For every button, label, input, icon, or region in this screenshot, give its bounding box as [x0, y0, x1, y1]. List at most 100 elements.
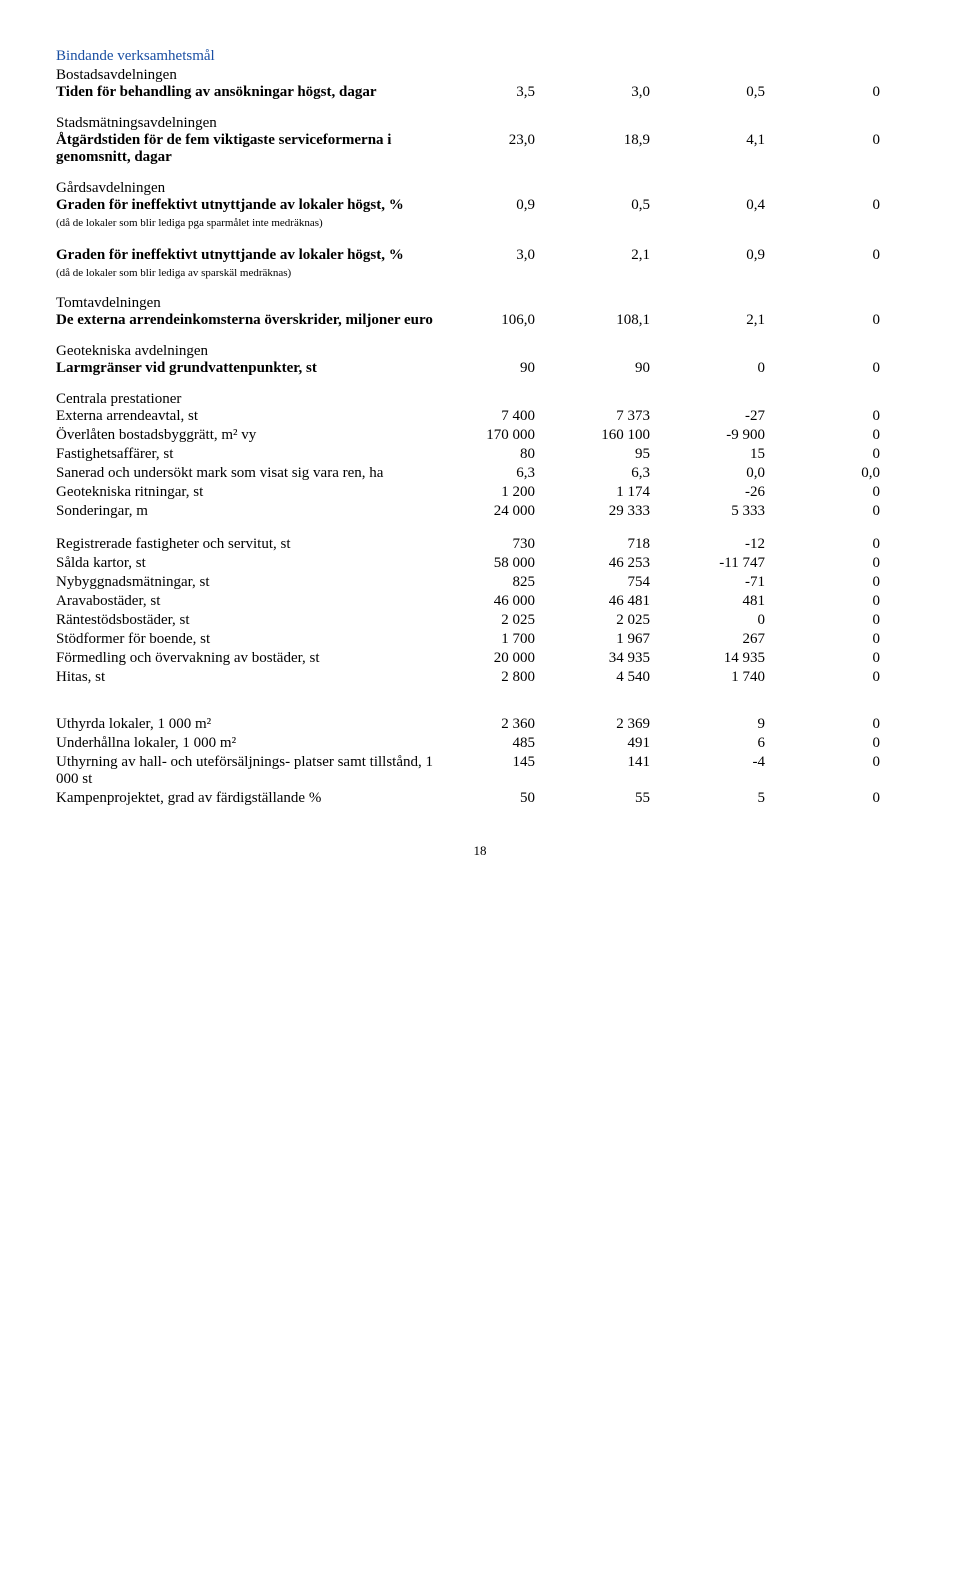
content-area: BostadsavdelningenTiden för behandling a…	[56, 67, 904, 807]
cell: 0,5	[674, 84, 789, 101]
row-values: 20 00034 93514 9350	[444, 650, 904, 667]
row-values: 2 0252 02500	[444, 612, 904, 629]
row-label: Registrerade fastigheter och servitut, s…	[56, 536, 444, 553]
section: StadsmätningsavdelningenÅtgärdstiden för…	[56, 115, 904, 166]
row-label: De externa arrendeinkomsterna överskride…	[56, 312, 444, 329]
row-values: 145141-40	[444, 754, 904, 771]
row-label: Larmgränser vid grundvattenpunkter, st	[56, 360, 444, 377]
cell: 754	[559, 574, 674, 591]
table-row: Förmedling och övervakning av bostäder, …	[56, 650, 904, 667]
cell: 0	[789, 197, 904, 214]
row-values: 825754-710	[444, 574, 904, 591]
cell: 0	[789, 360, 904, 377]
cell: 2,1	[559, 247, 674, 264]
row-label: Tiden för behandling av ansökningar högs…	[56, 84, 444, 101]
cell: 2 360	[444, 716, 559, 733]
section-heading: Gårdsavdelningen	[56, 180, 904, 197]
table-row: Överlåten bostadsbyggrätt, m² vy170 0001…	[56, 427, 904, 444]
cell: 6,3	[559, 465, 674, 482]
row-values: 58 00046 253-11 7470	[444, 555, 904, 572]
row-label: Uthyrning av hall- och uteförsäljnings- …	[56, 754, 444, 788]
cell: -9 900	[674, 427, 789, 444]
row-label: Sanerad och undersökt mark som visat sig…	[56, 465, 444, 482]
table-row: Sålda kartor, st58 00046 253-11 7470	[56, 555, 904, 572]
cell: 5 333	[674, 503, 789, 520]
cell: 0	[674, 612, 789, 629]
table-row: Kampenprojektet, grad av färdigställande…	[56, 790, 904, 807]
cell: -11 747	[674, 555, 789, 572]
cell: 0	[789, 631, 904, 648]
row-values: 0,90,50,40	[444, 197, 904, 214]
cell: -12	[674, 536, 789, 553]
row-values: 106,0108,12,10	[444, 312, 904, 329]
cell: 1 740	[674, 669, 789, 686]
cell: 95	[559, 446, 674, 463]
cell: 106,0	[444, 312, 559, 329]
cell: 2 025	[559, 612, 674, 629]
cell: 0	[789, 574, 904, 591]
row-values: 23,018,94,10	[444, 132, 904, 149]
cell: 58 000	[444, 555, 559, 572]
table-row: Stödformer för boende, st1 7001 9672670	[56, 631, 904, 648]
cell: 0	[674, 360, 789, 377]
cell: 0,9	[444, 197, 559, 214]
row-values: 2 8004 5401 7400	[444, 669, 904, 686]
cell: 50	[444, 790, 559, 807]
row-label: Geotekniska ritningar, st	[56, 484, 444, 501]
cell: 0,5	[559, 197, 674, 214]
cell: 90	[559, 360, 674, 377]
section: GårdsavdelningenGraden för ineffektivt u…	[56, 180, 904, 281]
cell: 20 000	[444, 650, 559, 667]
section-heading: Geotekniska avdelningen	[56, 343, 904, 360]
page-number: 18	[56, 843, 904, 859]
cell: 6	[674, 735, 789, 752]
table-row: Uthyrning av hall- och uteförsäljnings- …	[56, 754, 904, 788]
row-values: 48549160	[444, 735, 904, 752]
cell: 2 800	[444, 669, 559, 686]
cell: 14 935	[674, 650, 789, 667]
row-values: 6,36,30,00,0	[444, 465, 904, 482]
row-label: Sålda kartor, st	[56, 555, 444, 572]
section: BostadsavdelningenTiden för behandling a…	[56, 67, 904, 101]
cell: 0	[789, 735, 904, 752]
row-sublabel: (då de lokaler som blir lediga av sparsk…	[56, 267, 291, 279]
spacer	[56, 688, 904, 702]
cell: 0	[789, 132, 904, 149]
row-label: Åtgärdstiden för de fem viktigaste servi…	[56, 132, 444, 166]
cell: 160 100	[559, 427, 674, 444]
cell: -71	[674, 574, 789, 591]
cell: 1 200	[444, 484, 559, 501]
row-label: Nybyggnadsmätningar, st	[56, 574, 444, 591]
cell: 0	[789, 484, 904, 501]
cell: -27	[674, 408, 789, 425]
table-row: Tiden för behandling av ansökningar högs…	[56, 84, 904, 101]
cell: 90	[444, 360, 559, 377]
table-row: Uthyrda lokaler, 1 000 m²2 3602 36990	[56, 716, 904, 733]
cell: 0	[789, 503, 904, 520]
section: TomtavdelningenDe externa arrendeinkomst…	[56, 295, 904, 329]
cell: 1 174	[559, 484, 674, 501]
cell: 0	[789, 427, 904, 444]
cell: 0	[789, 84, 904, 101]
section: Centrala prestationerExterna arrendeavta…	[56, 391, 904, 807]
cell: 0,9	[674, 247, 789, 264]
cell: 4,1	[674, 132, 789, 149]
row-label: Hitas, st	[56, 669, 444, 686]
cell: 0	[789, 555, 904, 572]
cell: 0	[789, 247, 904, 264]
table-row: Registrerade fastigheter och servitut, s…	[56, 536, 904, 553]
table-row: Hitas, st2 8004 5401 7400	[56, 669, 904, 686]
table-row: Graden för ineffektivt utnyttjande av lo…	[56, 197, 904, 231]
cell: 1 700	[444, 631, 559, 648]
cell: 46 481	[559, 593, 674, 610]
row-label: Graden för ineffektivt utnyttjande av lo…	[56, 247, 444, 281]
row-label: Externa arrendeavtal, st	[56, 408, 444, 425]
cell: 46 253	[559, 555, 674, 572]
cell: 3,5	[444, 84, 559, 101]
row-label: Överlåten bostadsbyggrätt, m² vy	[56, 427, 444, 444]
row-sublabel: (då de lokaler som blir lediga pga sparm…	[56, 217, 323, 229]
section-heading: Centrala prestationer	[56, 391, 904, 408]
table-row: De externa arrendeinkomsterna överskride…	[56, 312, 904, 329]
row-values: 1 7001 9672670	[444, 631, 904, 648]
cell: 9	[674, 716, 789, 733]
